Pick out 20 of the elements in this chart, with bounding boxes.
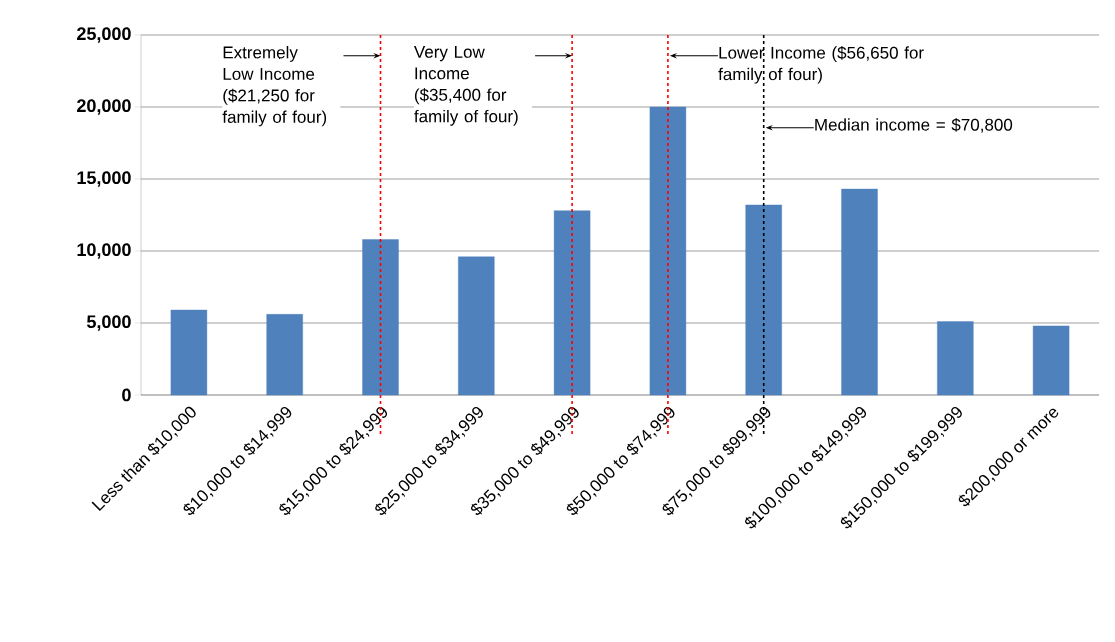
bar bbox=[841, 188, 878, 396]
bar bbox=[458, 256, 495, 396]
bar bbox=[553, 210, 591, 396]
bar bbox=[362, 239, 399, 396]
bar bbox=[266, 314, 303, 396]
ref-line-label: Median income = $70,800 bbox=[815, 118, 1013, 133]
ref-line-label: Very Low Income ($35,400 for family of four) bbox=[413, 45, 518, 126]
bar bbox=[745, 204, 782, 396]
bar bbox=[170, 309, 208, 396]
y-tick-label: 10,000 bbox=[77, 243, 131, 259]
y-tick-label: 15,000 bbox=[77, 171, 131, 187]
y-tick-label: 5,000 bbox=[86, 315, 131, 331]
ref-line-label: Extremely Low Income ($21,250 for family of four) bbox=[222, 46, 327, 127]
y-tick-label: 0 bbox=[122, 388, 131, 402]
bar bbox=[1032, 325, 1070, 396]
y-tick-label: 20,000 bbox=[77, 99, 131, 115]
bar bbox=[649, 106, 687, 396]
y-tick-label: 25,000 bbox=[77, 27, 131, 43]
bar bbox=[937, 321, 974, 396]
ref-line-label: Lower Income ($56,650 for family of four) bbox=[718, 46, 924, 84]
